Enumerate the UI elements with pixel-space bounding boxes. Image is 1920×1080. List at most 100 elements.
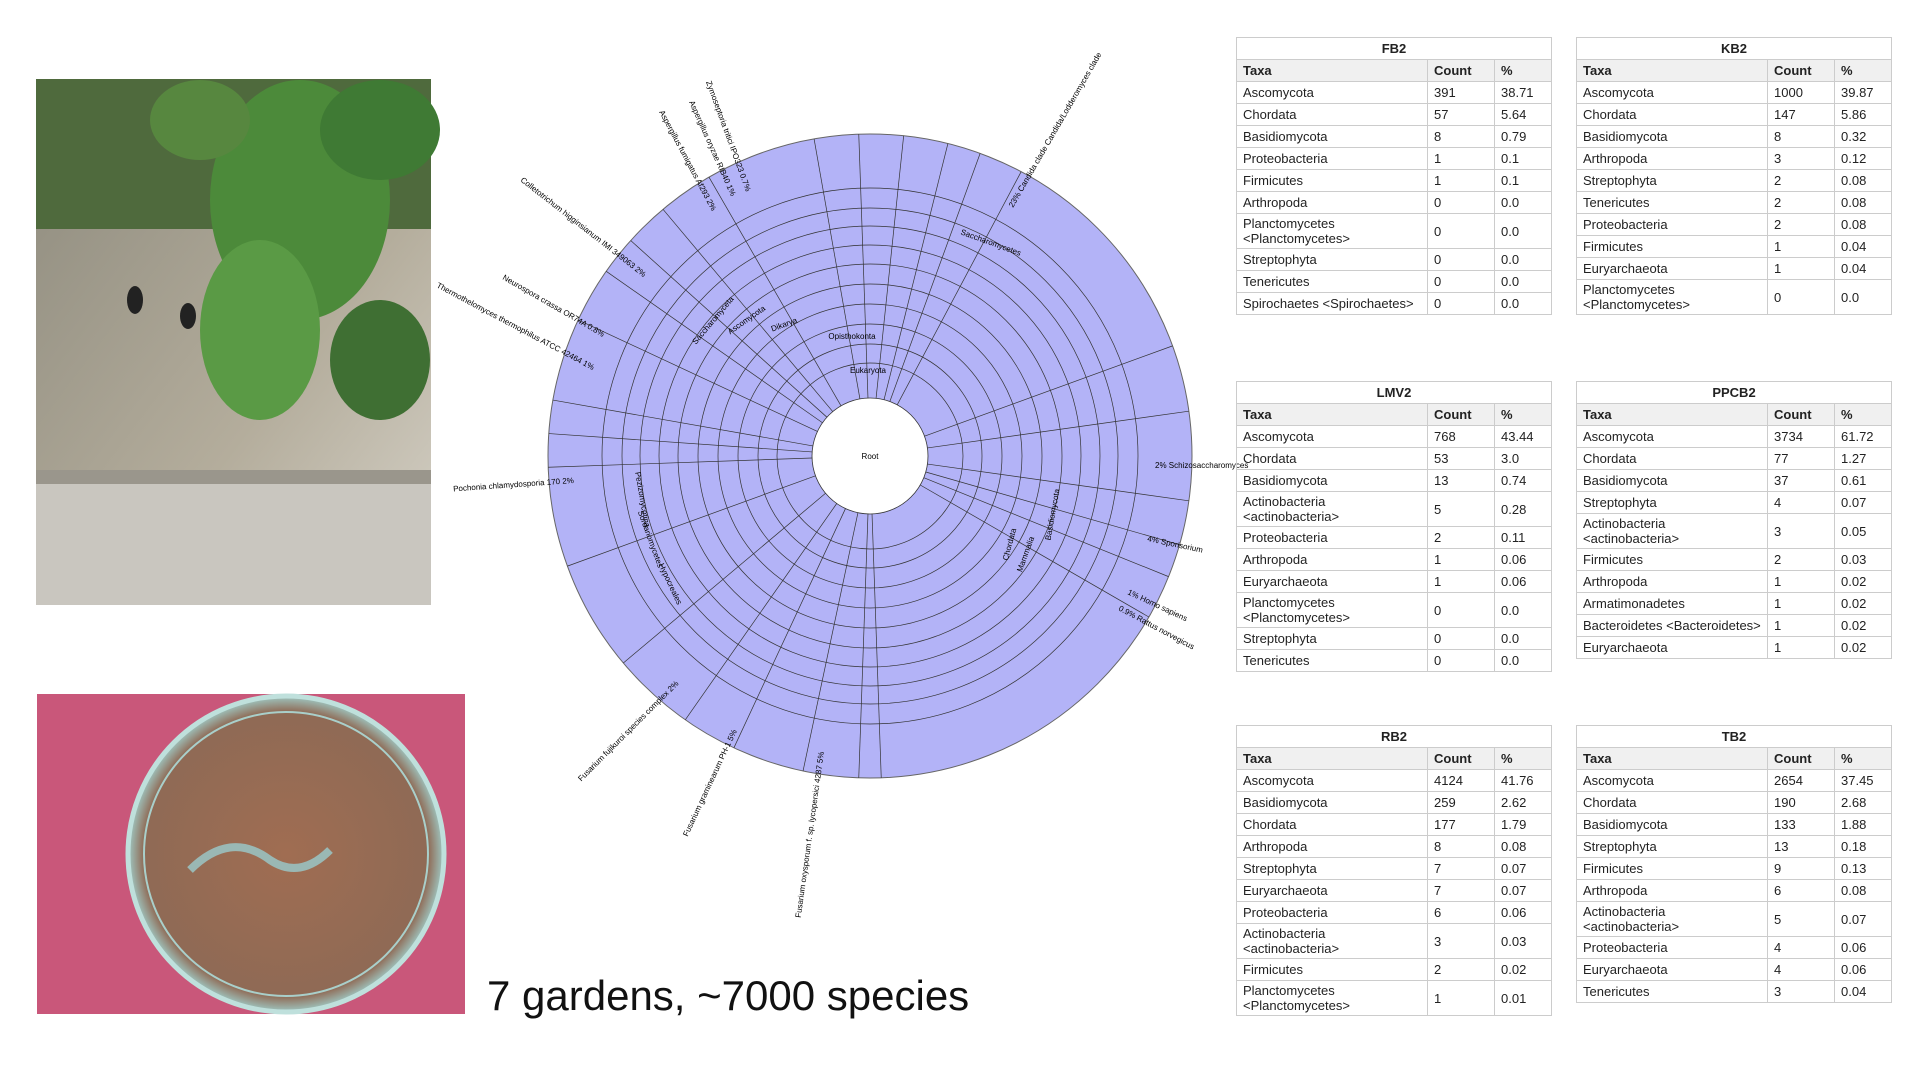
- krona-ring: [639, 225, 1101, 687]
- table-cell: Actinobacteria <actinobacteria>: [1236, 923, 1428, 959]
- table-cell: 0.11: [1494, 526, 1552, 549]
- table-cell: 2654: [1767, 769, 1835, 792]
- table-cell: 0.02: [1833, 636, 1893, 659]
- krona-divider: [920, 484, 1150, 618]
- table-row: Proteobacteria 6 0.06: [1236, 901, 1553, 924]
- column-header: Taxa: [1576, 403, 1768, 426]
- table-cell: Basidiomycota: [1576, 813, 1768, 836]
- table-cell: Spirochaetes <Spirochaetes>: [1236, 292, 1428, 315]
- table-row: Armatimonadetes 1 0.02: [1576, 592, 1893, 615]
- table-cell: Planctomycetes <Planctomycetes>: [1236, 980, 1428, 1016]
- table-row: Basidiomycota 13 0.74: [1236, 469, 1552, 492]
- table-cell: 4: [1767, 491, 1835, 514]
- table-cell: 0.79: [1493, 125, 1553, 148]
- table-cell: Basidiomycota: [1236, 791, 1428, 814]
- table-cell: 7: [1427, 857, 1495, 880]
- column-header: %: [1833, 747, 1893, 770]
- table-cell: 0: [1427, 649, 1495, 672]
- table-row: Basidiomycota 37 0.61: [1576, 469, 1893, 492]
- table-cell: 0.0: [1493, 292, 1553, 315]
- table-cell: 2.62: [1493, 791, 1553, 814]
- table-cell: 57: [1427, 103, 1495, 126]
- table-cell: 2.68: [1833, 791, 1893, 814]
- table-cell: Ascomycota: [1236, 769, 1428, 792]
- table-cell: 0.02: [1833, 614, 1893, 637]
- taxa-table: LMV2 Taxa Count% Ascomycota 768 43.44 Chordata…: [1236, 381, 1552, 672]
- table-cell: 0.1: [1493, 169, 1553, 192]
- table-row: Arthropoda 1 0.02: [1576, 570, 1893, 593]
- table-cell: Streptophyta: [1576, 169, 1768, 192]
- table-cell: 0: [1427, 191, 1495, 214]
- table-cell: Tenericutes: [1236, 270, 1428, 293]
- krona-divider: [548, 433, 813, 453]
- table-row: Actinobacteria <actinobacteria> 5 0.07: [1576, 901, 1893, 937]
- table-cell: 1: [1427, 548, 1495, 571]
- column-header: Taxa: [1576, 59, 1768, 82]
- table-cell: 0: [1427, 627, 1495, 650]
- table-row: Ascomycota 4124 41.76: [1236, 769, 1553, 792]
- krona-ring: [697, 283, 1043, 629]
- table-cell: Chordata: [1236, 103, 1428, 126]
- table-row: Planctomycetes <Planctomycetes> 0 0.0: [1576, 279, 1893, 315]
- table-cell: Tenericutes: [1236, 649, 1428, 672]
- header-row: Taxa Count%: [1576, 747, 1893, 770]
- table-row: Firmicutes 1 0.1: [1236, 169, 1553, 192]
- table-cell: 1: [1427, 147, 1495, 170]
- table-row: Proteobacteria 1 0.1: [1236, 147, 1553, 170]
- table-cell: 1.27: [1833, 447, 1893, 470]
- table-cell: Bacteroidetes <Bacteroidetes>: [1576, 614, 1768, 637]
- table-row: Streptophyta 0 0.0: [1236, 248, 1553, 271]
- table-cell: 0.01: [1493, 980, 1553, 1016]
- table-cell: 0.08: [1833, 213, 1893, 236]
- table-cell: 1000: [1767, 81, 1835, 104]
- table-cell: Arthropoda: [1236, 548, 1428, 571]
- table-cell: 0.0: [1494, 592, 1552, 628]
- table-cell: 5: [1427, 491, 1495, 527]
- table-cell: 0.06: [1494, 548, 1552, 571]
- table-cell: 6: [1767, 879, 1835, 902]
- table-cell: 0.0: [1493, 248, 1553, 271]
- table-cell: Basidiomycota: [1576, 469, 1768, 492]
- column-header: Count: [1427, 59, 1495, 82]
- table-row: Actinobacteria <actinobacteria> 3 0.05: [1576, 513, 1893, 549]
- table-cell: Euryarchaeota: [1576, 958, 1768, 981]
- table-cell: 0.06: [1833, 958, 1893, 981]
- table-cell: 0.08: [1833, 191, 1893, 214]
- table-cell: Proteobacteria: [1236, 526, 1428, 549]
- krona-leaf-label: Thermothelomyces thermophilus ATCC 42464…: [435, 281, 596, 372]
- krona-divider: [567, 475, 816, 567]
- table-title: PPCB2: [1575, 381, 1893, 404]
- krona-divider: [548, 457, 813, 468]
- table-title: LMV2: [1236, 381, 1552, 404]
- table-cell: Firmicutes: [1576, 857, 1768, 880]
- table-cell: 0.0: [1494, 649, 1552, 672]
- table-cell: Proteobacteria: [1576, 936, 1768, 959]
- table-cell: 1.88: [1833, 813, 1893, 836]
- column-header: Count: [1427, 747, 1495, 770]
- table-cell: 0: [1427, 292, 1495, 315]
- table-cell: Chordata: [1236, 447, 1428, 470]
- krona-ring: [717, 303, 1023, 609]
- table-cell: Chordata: [1236, 813, 1428, 836]
- krona-divider: [924, 345, 1173, 437]
- krona-label: Eukaryota: [850, 366, 887, 375]
- table-row: Planctomycetes <Planctomycetes> 0 0.0: [1236, 592, 1552, 628]
- table-row: Basidiomycota 133 1.88: [1576, 813, 1893, 836]
- krona-divider: [875, 135, 905, 399]
- table-cell: 2: [1767, 548, 1835, 571]
- krona-center-label: Root: [862, 452, 880, 461]
- table-cell: 43.44: [1494, 425, 1552, 448]
- header-row: Taxa Count%: [1236, 59, 1553, 82]
- table-cell: Basidiomycota: [1236, 125, 1428, 148]
- table-cell: 0.07: [1833, 901, 1893, 937]
- table-cell: Actinobacteria <actinobacteria>: [1576, 513, 1768, 549]
- table-cell: 3734: [1767, 425, 1835, 448]
- table-cell: Armatimonadetes: [1576, 592, 1768, 615]
- table-cell: 13: [1767, 835, 1835, 858]
- table-cell: Streptophyta: [1576, 491, 1768, 514]
- table-title: FB2: [1235, 37, 1553, 60]
- table-row: Streptophyta 4 0.07: [1576, 491, 1893, 514]
- krona-leaf-label: Fusarium oxysporum f. sp. lycopersici 42…: [794, 751, 826, 918]
- table-row: Chordata 77 1.27: [1576, 447, 1893, 470]
